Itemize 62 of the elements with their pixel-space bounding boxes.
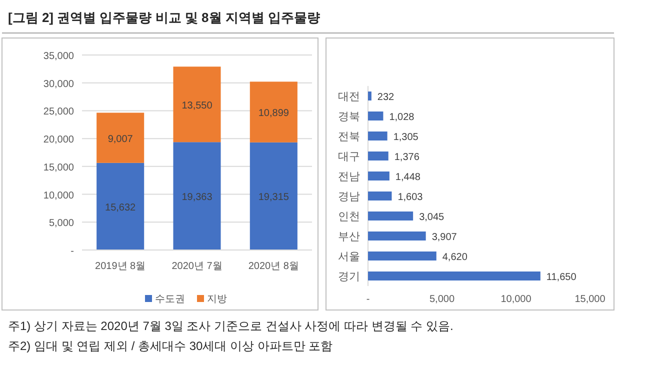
y-tick-label: 30,000 bbox=[43, 78, 74, 90]
data-label: 1,448 bbox=[395, 172, 421, 183]
y-tick-label: 25,000 bbox=[43, 106, 74, 118]
x-tick-label: 10,000 bbox=[500, 294, 532, 305]
y-tick-label: 부산 bbox=[338, 231, 360, 243]
legend-label: 수도권 bbox=[155, 294, 185, 305]
x-tick-label: 2019년 8월 bbox=[95, 261, 146, 272]
bar bbox=[250, 142, 298, 250]
data-label: 3,907 bbox=[432, 232, 458, 243]
bar bbox=[96, 162, 144, 250]
y-tick-label: 15,000 bbox=[43, 162, 74, 174]
data-label: 3,045 bbox=[419, 212, 445, 223]
bar bbox=[368, 252, 436, 260]
data-label: 13,550 bbox=[182, 100, 213, 112]
y-tick-label: 35,000 bbox=[43, 51, 74, 62]
bar bbox=[368, 192, 392, 200]
text: 주2) 임대 및 연립 제외 / 총세대수 30세대 이상 아파트만 포함 bbox=[8, 339, 333, 353]
x-tick-label: 15,000 bbox=[574, 294, 606, 305]
y-tick-label: 인천 bbox=[338, 211, 360, 223]
bar bbox=[96, 112, 144, 163]
y-tick-label: 5,000 bbox=[48, 218, 74, 230]
legend-label: 지방 bbox=[207, 294, 227, 305]
y-tick-label: 10,000 bbox=[43, 190, 74, 202]
bar bbox=[173, 66, 221, 142]
y-tick-label: 대전 bbox=[338, 91, 360, 103]
x-tick-label: 2020년 7월 bbox=[172, 261, 222, 272]
y-tick-label: 서울 bbox=[338, 251, 360, 263]
y-tick-label: 전남 bbox=[338, 171, 360, 183]
data-label: 232 bbox=[377, 92, 395, 103]
bar bbox=[368, 212, 414, 220]
y-tick-label: 경기 bbox=[338, 271, 360, 283]
data-label: 19,315 bbox=[258, 192, 290, 204]
y-tick-label: 20,000 bbox=[43, 134, 74, 146]
y-tick-label: 경남 bbox=[338, 191, 360, 203]
bar bbox=[368, 272, 540, 280]
x-tick-label: 2020년 8월 bbox=[248, 261, 299, 272]
x-tick-label: 5,000 bbox=[429, 294, 455, 305]
x-tick-label: - bbox=[366, 294, 370, 305]
bar bbox=[173, 142, 221, 250]
chart-title: [그림 2] 권역별 입주물량 비교 및 8월 지역별 입주물량 bbox=[8, 10, 320, 25]
bar bbox=[368, 92, 372, 100]
bar bbox=[250, 82, 298, 142]
data-label: 1,305 bbox=[393, 132, 419, 143]
bar bbox=[368, 172, 390, 180]
data-label: 10,899 bbox=[258, 108, 290, 120]
bar bbox=[368, 132, 388, 140]
y-tick-label: - bbox=[70, 246, 74, 257]
y-tick-label: 전북 bbox=[338, 131, 360, 143]
data-label: 11,650 bbox=[546, 272, 577, 283]
y-tick-label: 대구 bbox=[338, 151, 360, 163]
data-label: 9,007 bbox=[108, 134, 134, 145]
y-tick-label: 경북 bbox=[338, 111, 360, 123]
bar bbox=[368, 112, 384, 120]
data-label: 1,376 bbox=[394, 152, 420, 163]
data-label: 19,363 bbox=[182, 192, 213, 204]
data-label: 15,632 bbox=[105, 202, 136, 214]
text: 주1) 상기 자료는 2020년 7월 3일 조사 기준으로 건설사 사정에 따라 변경될 수 있음. bbox=[8, 319, 454, 333]
bar bbox=[368, 232, 426, 240]
bar bbox=[368, 152, 388, 160]
data-label: 1,603 bbox=[398, 192, 424, 203]
data-label: 1,028 bbox=[389, 112, 415, 123]
data-label: 4,620 bbox=[442, 252, 468, 263]
